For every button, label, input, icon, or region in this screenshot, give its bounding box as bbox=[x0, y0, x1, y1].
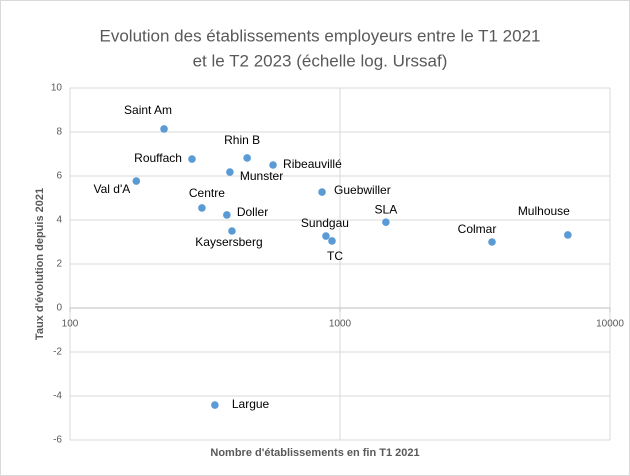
y-tick-label: 4 bbox=[56, 215, 62, 226]
point bbox=[488, 238, 496, 246]
point bbox=[211, 401, 219, 409]
point bbox=[564, 231, 572, 239]
y-tick-label: -6 bbox=[53, 435, 62, 446]
point bbox=[322, 232, 330, 240]
point bbox=[223, 211, 231, 219]
point bbox=[198, 204, 206, 212]
point bbox=[269, 161, 277, 169]
x-tick-label: 1000 bbox=[329, 319, 352, 330]
point bbox=[228, 227, 236, 235]
point bbox=[188, 155, 196, 163]
x-tick-label: 100 bbox=[62, 319, 79, 330]
point-label: Val d'A bbox=[94, 182, 131, 196]
y-tick-label: 10 bbox=[51, 83, 63, 94]
point-label: Kaysersberg bbox=[195, 235, 262, 249]
point-label: TC bbox=[327, 249, 343, 263]
point bbox=[328, 237, 336, 245]
point bbox=[226, 168, 234, 176]
y-tick-label: -2 bbox=[53, 347, 62, 358]
x-tick-label: 10000 bbox=[596, 319, 624, 330]
point-label: Largue bbox=[232, 397, 270, 411]
y-axis-title: Taux d'évolution depuis 2021 bbox=[34, 188, 46, 340]
y-tick-label: 6 bbox=[56, 171, 62, 182]
point-label: Mulhouse bbox=[518, 204, 570, 218]
point-label: Rouffach bbox=[134, 151, 182, 165]
point-label: Munster bbox=[240, 169, 283, 183]
point-label: Guebwiller bbox=[334, 183, 391, 197]
x-axis-title: Nombre d'établissements en fin T1 2021 bbox=[210, 447, 419, 459]
point-label: Doller bbox=[237, 205, 268, 219]
point-label: Ribeauvillé bbox=[283, 157, 342, 171]
y-tick-label: -4 bbox=[53, 391, 62, 402]
point-label: Sundgau bbox=[301, 216, 349, 230]
y-tick-label: 2 bbox=[56, 259, 62, 270]
point-label: Saint Am bbox=[124, 103, 172, 117]
chart-title: et le T2 2023 (échelle log. Urssaf) bbox=[193, 51, 448, 70]
point bbox=[382, 218, 390, 226]
chart-title: Evolution des établissements employeurs … bbox=[100, 26, 541, 45]
point-label: SLA bbox=[375, 202, 398, 216]
point-label: Colmar bbox=[458, 222, 497, 236]
y-tick-label: 0 bbox=[56, 303, 62, 314]
point bbox=[243, 154, 251, 162]
point bbox=[132, 177, 141, 185]
point bbox=[318, 188, 326, 196]
point bbox=[160, 125, 168, 133]
point-label: Rhin B bbox=[224, 133, 260, 147]
y-tick-label: 8 bbox=[56, 127, 62, 138]
point-label: Centre bbox=[189, 186, 225, 200]
